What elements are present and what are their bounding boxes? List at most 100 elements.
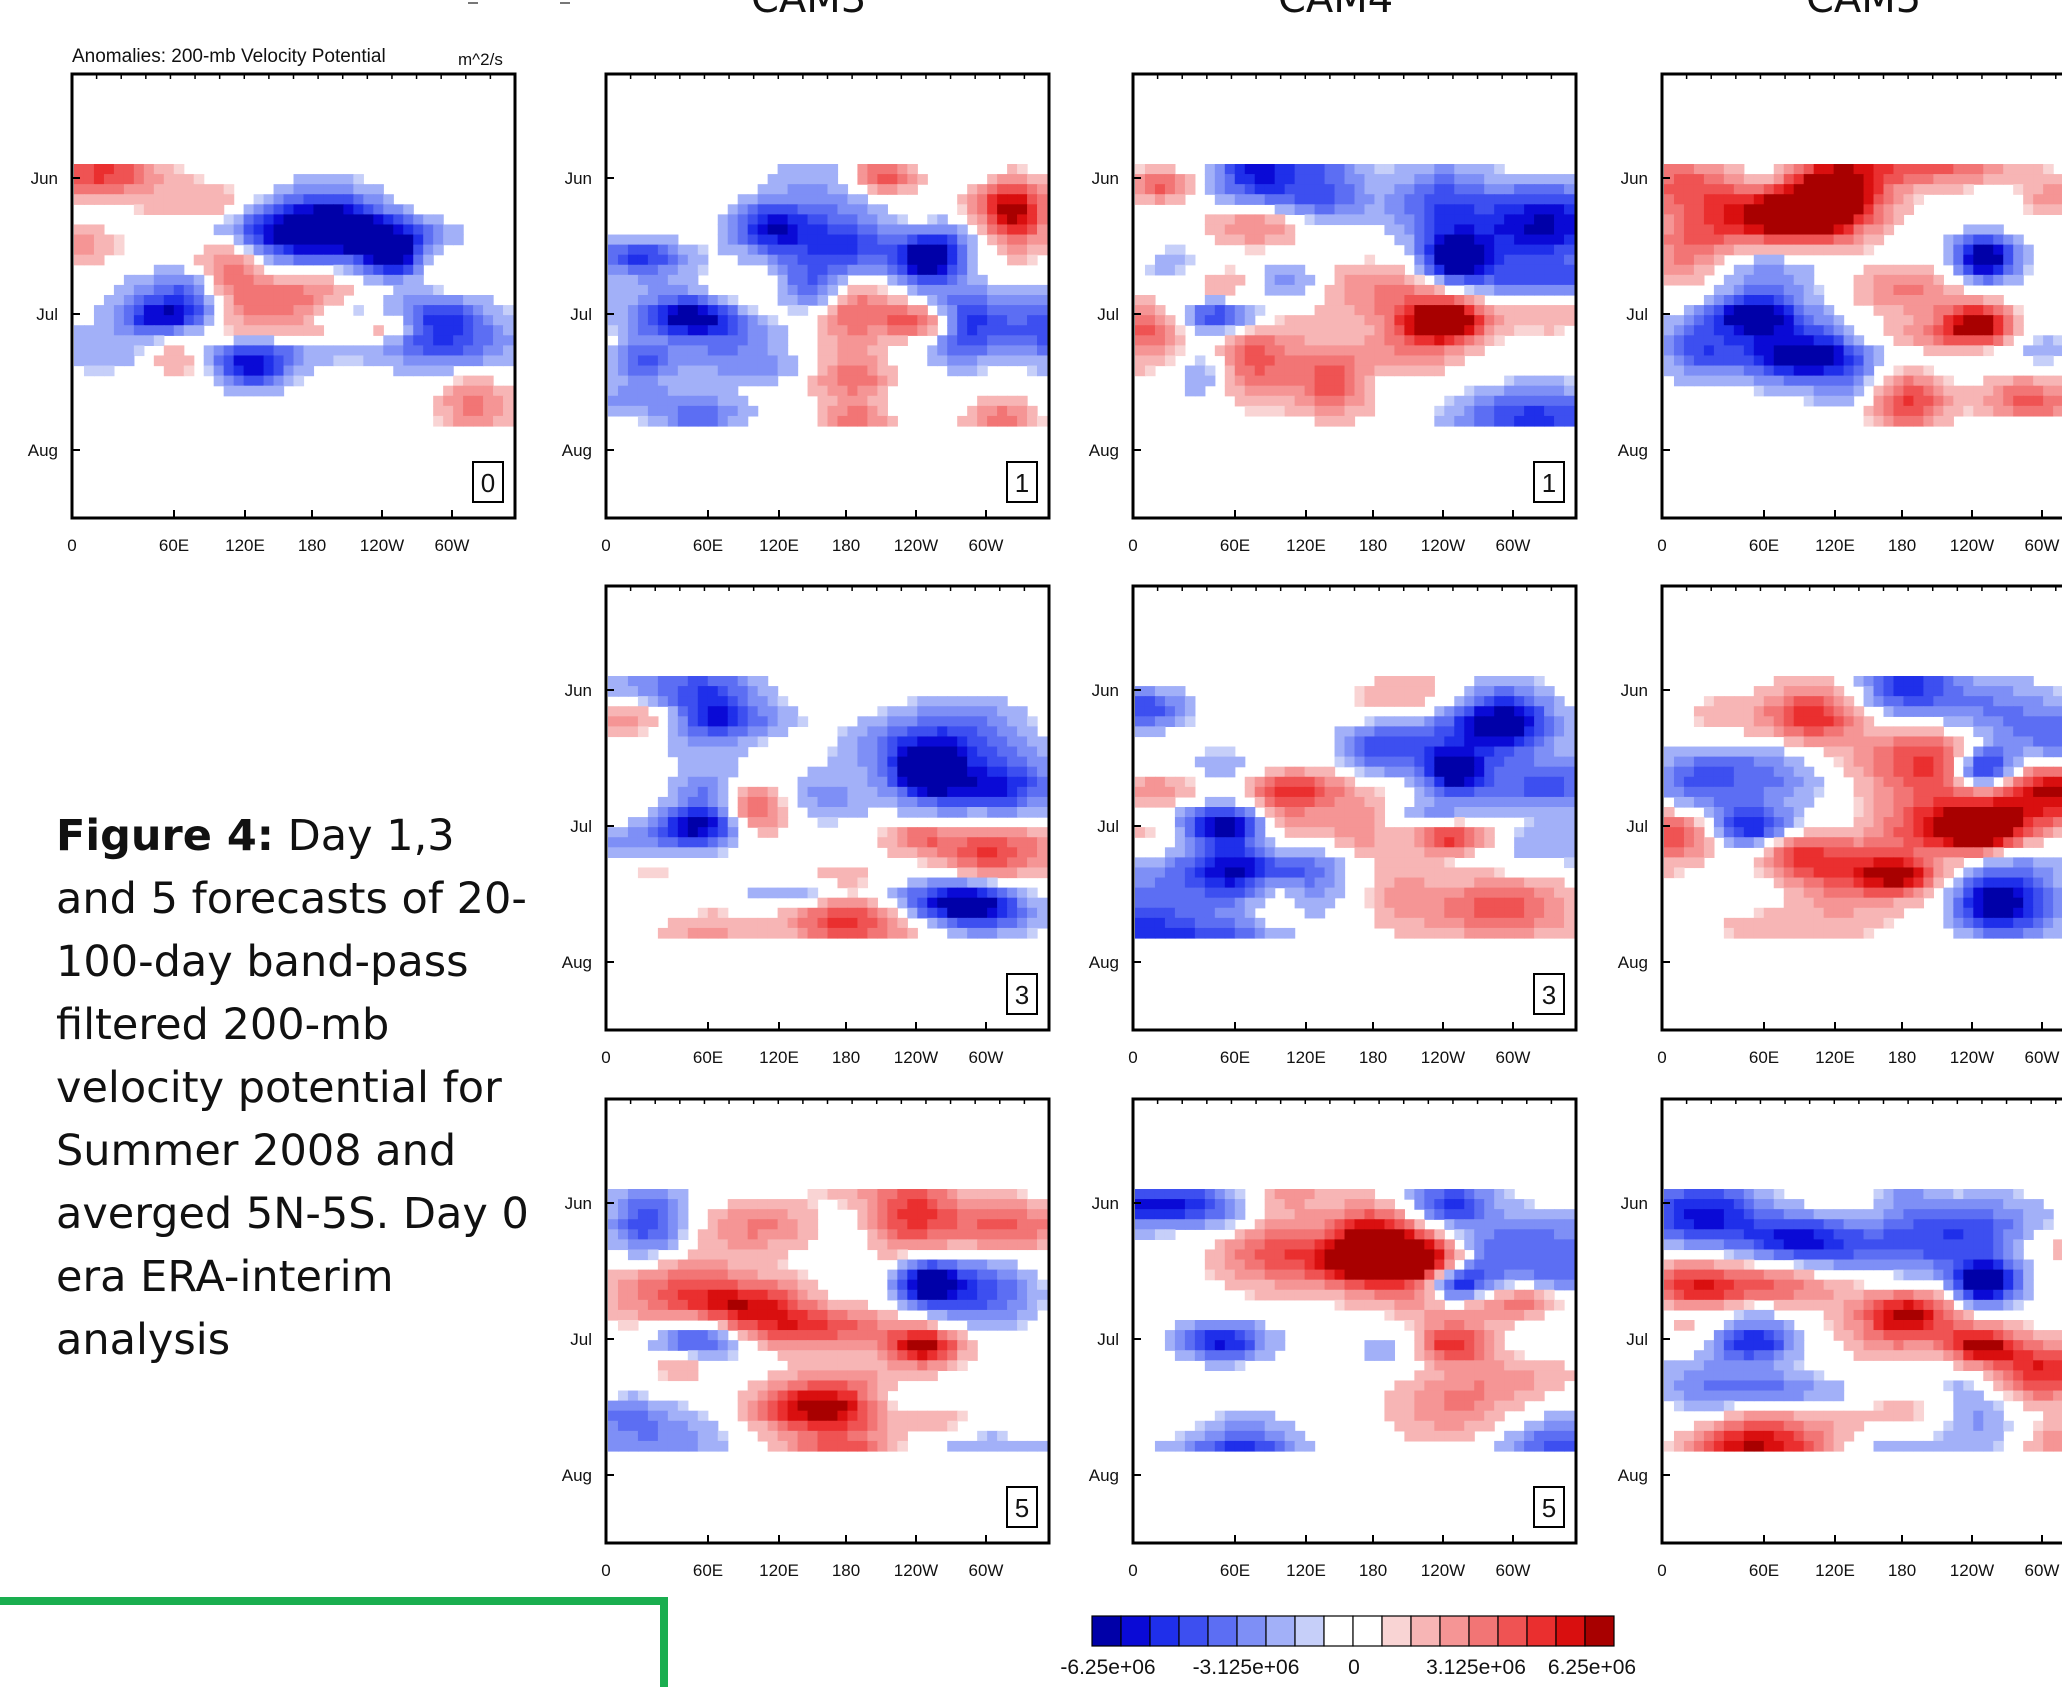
heatmap-cell: [1494, 787, 1505, 798]
heatmap-cell: [1953, 676, 1964, 687]
heatmap-cell: [788, 305, 799, 316]
heatmap-cell: [987, 726, 998, 737]
heatmap-cell: [887, 214, 898, 225]
heatmap-cell: [503, 386, 514, 397]
heatmap-cell: [1983, 265, 1994, 276]
heatmap-cell: [473, 406, 484, 417]
heatmap-cell: [1135, 184, 1146, 195]
heatmap-cell: [867, 355, 878, 366]
heatmap-cell: [1444, 265, 1455, 276]
heatmap-cell: [917, 265, 928, 276]
heatmap-cell: [708, 716, 719, 727]
heatmap-cell: [1714, 285, 1725, 296]
heatmap-cell: [403, 305, 414, 316]
heatmap-cell: [353, 355, 364, 366]
heatmap-cell: [1724, 706, 1735, 717]
heatmap-cell: [608, 235, 619, 246]
heatmap-cell: [1037, 827, 1048, 838]
heatmap-cell: [1404, 194, 1415, 205]
heatmap-cell: [957, 867, 968, 878]
heatmap-cell: [1474, 325, 1485, 336]
heatmap-cell: [738, 245, 749, 256]
heatmap-cell: [1664, 235, 1675, 246]
heatmap-cell: [877, 174, 888, 185]
heatmap-cell: [1464, 325, 1475, 336]
heatmap-cell: [1734, 305, 1745, 316]
heatmap-cell: [1514, 908, 1525, 919]
heatmap-cell: [987, 867, 998, 878]
heatmap-cell: [977, 716, 988, 727]
heatmap-cell: [897, 325, 908, 336]
heatmap-cell: [1903, 184, 1914, 195]
heatmap-cell: [1674, 164, 1685, 175]
heatmap-cell: [1414, 204, 1425, 215]
heatmap-cell: [788, 716, 799, 727]
heatmap-cell: [403, 325, 414, 336]
heatmap-cell: [383, 295, 394, 306]
heatmap-cell: [1205, 366, 1216, 377]
heatmap-cell: [1724, 164, 1735, 175]
heatmap-cell: [698, 396, 709, 407]
heatmap-cell: [887, 827, 898, 838]
heatmap-cell: [393, 245, 404, 256]
heatmap-cell: [887, 224, 898, 235]
heatmap-cell: [134, 295, 145, 306]
heatmap-cell: [1854, 726, 1865, 737]
figure-caption-text: Day 1,3 and 5 forecasts of 20-100-day ba…: [56, 811, 529, 1365]
heatmap-cell: [967, 275, 978, 286]
heatmap-cell: [124, 315, 135, 326]
heatmap-cell: [1704, 376, 1715, 387]
heatmap-cell: [1814, 676, 1825, 687]
heatmap-cell: [1027, 857, 1038, 868]
heatmap-cell: [1255, 174, 1266, 185]
heatmap-cell: [618, 366, 629, 377]
heatmap-cell: [184, 295, 195, 306]
heatmap-cell: [1305, 204, 1316, 215]
heatmap-cell: [1963, 235, 1974, 246]
heatmap-cell: [2023, 406, 2034, 417]
heatmap-cell: [1325, 305, 1336, 316]
heatmap-cell: [1037, 898, 1048, 909]
heatmap-cell: [443, 335, 454, 346]
heatmap-cell: [798, 908, 809, 919]
heatmap-cell: [1444, 174, 1455, 185]
heatmap-cell: [1414, 184, 1425, 195]
heatmap-cell: [977, 827, 988, 838]
heatmap-cell: [1434, 857, 1445, 868]
heatmap-cell: [333, 184, 344, 195]
heatmap-cell: [798, 275, 809, 286]
heatmap-cell: [114, 164, 125, 175]
heatmap-cell: [1434, 355, 1445, 366]
heatmap-cell: [224, 184, 235, 195]
heatmap-cell: [847, 386, 858, 397]
heatmap-cell: [678, 847, 689, 858]
heatmap-cell: [828, 194, 839, 205]
heatmap-cell: [977, 315, 988, 326]
heatmap-cell: [867, 235, 878, 246]
heatmap-cell: [1424, 214, 1435, 225]
heatmap-cell: [1544, 174, 1555, 185]
heatmap-cell: [1414, 345, 1425, 356]
heatmap-cell: [433, 214, 444, 225]
heatmap-cell: [154, 184, 165, 195]
heatmap-cell: [728, 355, 739, 366]
heatmap-cell: [1474, 676, 1485, 687]
heatmap-cell: [1215, 928, 1226, 939]
heatmap-cell: [1165, 325, 1176, 336]
heatmap-cell: [1315, 305, 1326, 316]
heatmap-cell: [1774, 376, 1785, 387]
heatmap-cell: [1454, 214, 1465, 225]
heatmap-cell: [608, 285, 619, 296]
heatmap-cell: [738, 355, 749, 366]
heatmap-cell: [1514, 204, 1525, 215]
heatmap-cell: [1175, 716, 1186, 727]
heatmap-cell: [1953, 305, 1964, 316]
heatmap-cell: [1215, 918, 1226, 929]
heatmap-cell: [1364, 406, 1375, 417]
heatmap-cell: [1027, 416, 1038, 427]
heatmap-cell: [1504, 878, 1515, 889]
heatmap-cell: [1295, 386, 1306, 397]
heatmap-cell: [343, 214, 354, 225]
heatmap-cell: [1444, 797, 1455, 808]
heatmap-cell: [1844, 214, 1855, 225]
